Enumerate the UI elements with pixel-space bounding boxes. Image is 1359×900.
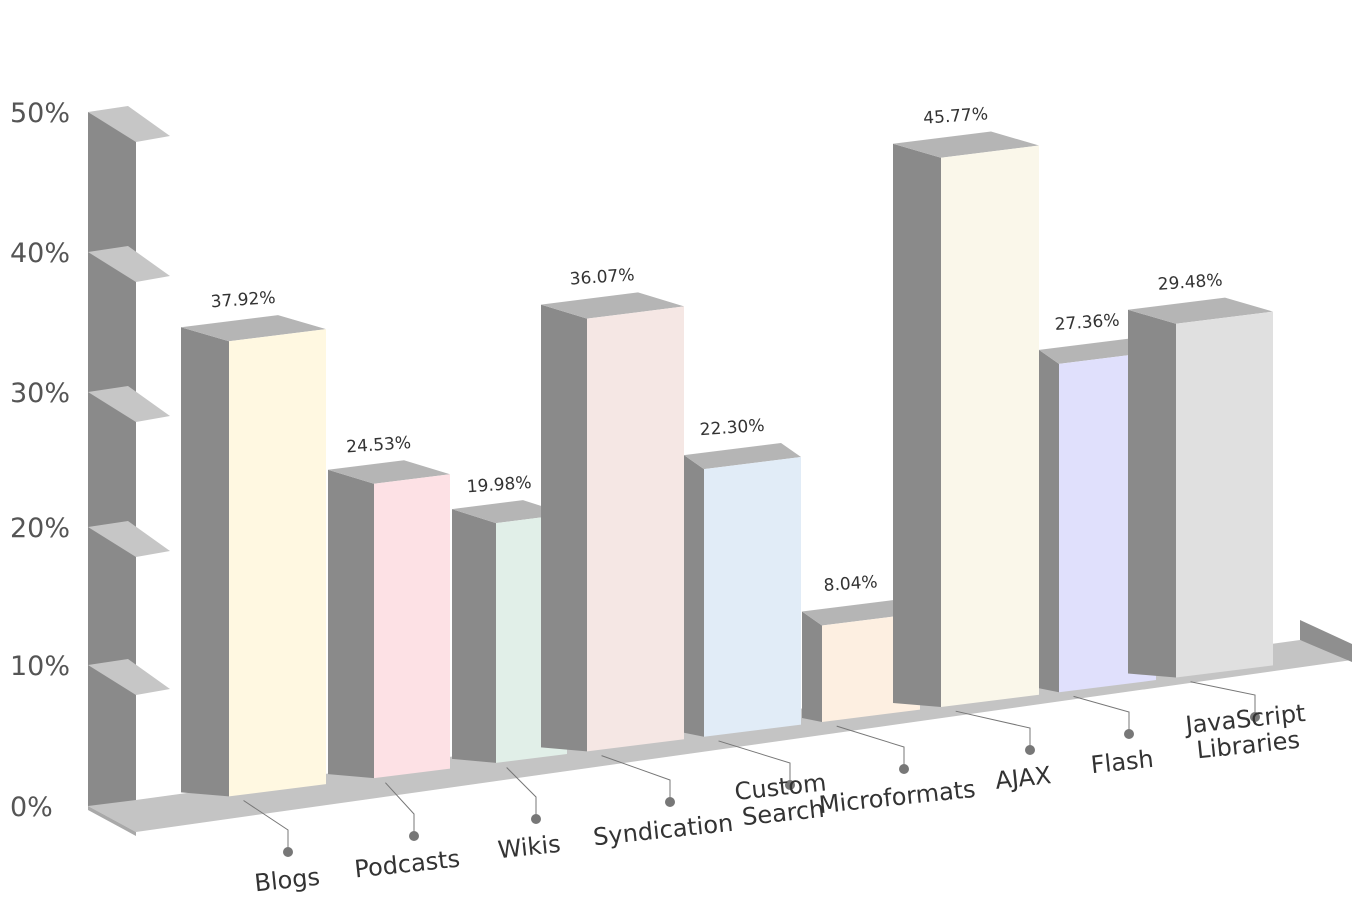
bar-front xyxy=(941,145,1039,708)
bar-top xyxy=(1039,337,1156,364)
bar-top xyxy=(1128,297,1273,324)
data-label: 19.98% xyxy=(466,473,532,497)
leader-dot xyxy=(785,780,795,790)
data-label: 36.07% xyxy=(569,265,635,289)
bar xyxy=(893,131,1039,708)
leader-line xyxy=(1073,695,1130,734)
bar-side xyxy=(541,304,587,752)
leader-line xyxy=(718,740,791,785)
leader-dot xyxy=(1124,729,1134,739)
bar-side xyxy=(684,455,704,737)
leader-line xyxy=(385,782,415,836)
category-label: Flash xyxy=(1089,745,1154,779)
data-label: 24.53% xyxy=(346,433,412,457)
bar-top xyxy=(328,460,450,484)
axis-tick-shelf xyxy=(88,106,170,142)
bar-side xyxy=(328,469,374,779)
bar-front xyxy=(587,306,684,752)
y-tick-label: 0% xyxy=(10,792,53,823)
bar-top xyxy=(802,599,920,626)
bar-front xyxy=(704,456,801,737)
category-label: Wikis xyxy=(496,830,562,864)
y-tick-label: 10% xyxy=(10,651,70,682)
bar-top xyxy=(181,315,326,342)
y-tick-label: 40% xyxy=(10,238,70,269)
bar xyxy=(684,442,801,737)
bar-top xyxy=(541,292,684,319)
leader-dot xyxy=(283,847,293,857)
leader-line xyxy=(506,767,537,819)
category-label: CustomSearch xyxy=(733,768,830,831)
leader-line xyxy=(836,725,905,769)
axis-tick-shelf xyxy=(88,246,170,282)
data-label: 8.04% xyxy=(823,572,878,596)
bar-front xyxy=(229,329,326,797)
bar-front xyxy=(374,474,450,779)
category-label: Podcasts xyxy=(353,845,461,884)
leader-dot xyxy=(1025,745,1035,755)
leader-line xyxy=(955,710,1031,750)
bar-side xyxy=(1039,349,1059,693)
bar xyxy=(1128,297,1273,678)
leader-dot xyxy=(409,831,419,841)
leader-line xyxy=(601,755,671,802)
bar-side xyxy=(181,327,229,797)
y-tick-label: 20% xyxy=(10,513,70,544)
bar-side xyxy=(1128,309,1176,678)
floor-end xyxy=(1300,620,1352,662)
axis-wall-side xyxy=(88,112,136,808)
leader-dot xyxy=(1250,712,1260,722)
leader-line xyxy=(243,800,289,852)
y-axis-wall xyxy=(88,106,170,808)
data-label: 29.48% xyxy=(1157,270,1223,294)
category-label: Microformats xyxy=(818,775,977,819)
bar-top xyxy=(684,442,801,470)
data-label: 45.77% xyxy=(923,104,989,128)
bar-front xyxy=(1176,311,1273,678)
y-tick-label: 30% xyxy=(10,378,70,409)
axis-tick-shelf xyxy=(88,521,170,557)
data-label: 37.92% xyxy=(210,288,276,312)
category-label: AJAX xyxy=(994,761,1053,795)
bar-side xyxy=(893,143,941,708)
category-label: JavaScriptLibraries xyxy=(1182,699,1309,765)
bars xyxy=(181,131,1273,797)
category-label: Blogs xyxy=(253,863,321,898)
bar xyxy=(181,315,326,797)
leader-line xyxy=(1190,681,1256,717)
bar-side xyxy=(452,509,496,763)
leader-dot xyxy=(665,797,675,807)
bar-top xyxy=(893,131,1039,158)
bar-top xyxy=(452,500,567,524)
floor-edge xyxy=(88,806,136,836)
category-label: Syndication xyxy=(592,809,735,852)
data-label: 22.30% xyxy=(699,416,765,440)
y-tick-label: 50% xyxy=(10,98,70,129)
leader-dot xyxy=(531,814,541,824)
bar xyxy=(328,460,450,779)
data-label: 27.36% xyxy=(1054,311,1120,335)
axis-tick-shelf xyxy=(88,386,170,422)
leader-dot xyxy=(899,764,909,774)
bar xyxy=(541,292,684,752)
bar-side xyxy=(802,611,822,722)
axis-tick-shelf xyxy=(88,659,170,695)
